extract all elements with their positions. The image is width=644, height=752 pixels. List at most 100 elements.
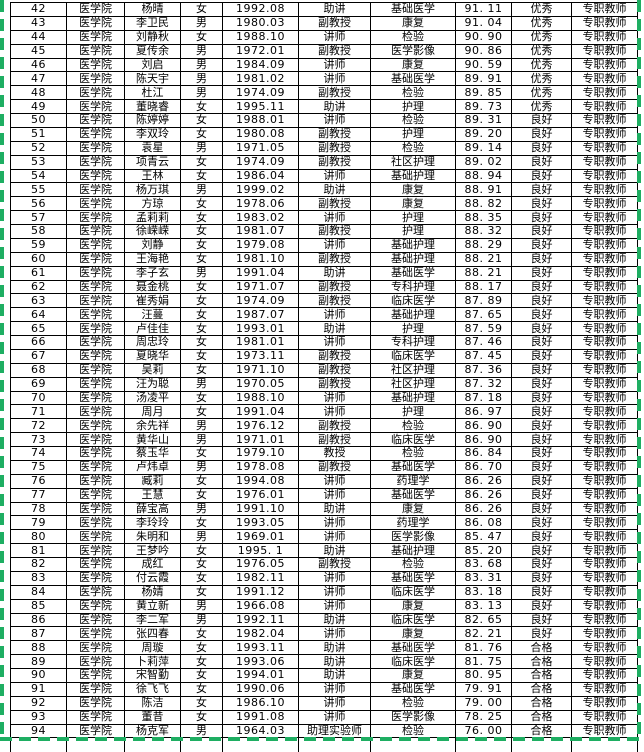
cell-name[interactable]: 杜江 xyxy=(124,85,181,101)
cell-gender[interactable]: 女 xyxy=(180,626,223,642)
cell-birth-date[interactable]: 1971.01 xyxy=(222,432,299,447)
cell-name[interactable]: 周忠玲 xyxy=(124,335,181,350)
cell-major[interactable]: 基础护理 xyxy=(370,168,456,184)
cell-grade[interactable]: 良好 xyxy=(511,168,572,184)
cell-grade[interactable]: 良好 xyxy=(511,279,572,295)
cell-empty-grade[interactable] xyxy=(511,737,572,752)
cell-grade[interactable]: 良好 xyxy=(511,487,572,503)
cell-name[interactable]: 宋智勤 xyxy=(124,668,181,683)
cell-major[interactable]: 检验 xyxy=(370,695,456,711)
cell-position[interactable]: 专职教师 xyxy=(571,570,638,586)
cell-row-number[interactable]: 77 xyxy=(10,487,67,503)
cell-name[interactable]: 刘静 xyxy=(124,237,181,253)
cell-college[interactable]: 医学院 xyxy=(66,43,125,59)
cell-row-number[interactable]: 53 xyxy=(10,154,67,170)
cell-empty-college[interactable] xyxy=(66,737,125,752)
cell-position[interactable]: 专职教师 xyxy=(571,251,638,267)
cell-score[interactable]: 83. 18 xyxy=(455,584,512,600)
cell-gender[interactable]: 女 xyxy=(180,390,223,406)
cell-major[interactable]: 检验 xyxy=(370,140,456,156)
cell-position[interactable]: 专职教师 xyxy=(571,709,638,725)
cell-major[interactable]: 基础医学 xyxy=(370,681,456,697)
cell-position[interactable]: 专职教师 xyxy=(571,612,638,628)
cell-score[interactable]: 91. 04 xyxy=(455,15,512,31)
cell-grade[interactable]: 优秀 xyxy=(511,85,572,101)
cell-title[interactable]: 讲师 xyxy=(298,681,371,697)
cell-major[interactable]: 社区护理 xyxy=(370,362,456,378)
cell-name[interactable]: 杨万琪 xyxy=(124,182,181,198)
cell-score[interactable]: 82. 21 xyxy=(455,626,512,642)
cell-gender[interactable]: 男 xyxy=(180,57,223,73)
cell-name[interactable]: 崔秀娟 xyxy=(124,293,181,309)
cell-row-number[interactable]: 57 xyxy=(10,210,67,225)
cell-row-number[interactable]: 46 xyxy=(10,57,67,73)
cell-gender[interactable]: 女 xyxy=(180,335,223,350)
cell-score[interactable]: 88. 94 xyxy=(455,168,512,184)
cell-empty-row-number[interactable] xyxy=(10,737,67,752)
cell-title[interactable]: 讲师 xyxy=(298,404,371,420)
cell-name[interactable]: 李玲玲 xyxy=(124,515,181,531)
cell-college[interactable]: 医学院 xyxy=(66,168,125,184)
cell-grade[interactable]: 优秀 xyxy=(511,71,572,87)
cell-title[interactable]: 讲师 xyxy=(298,29,371,45)
cell-gender[interactable]: 男 xyxy=(180,432,223,447)
cell-row-number[interactable]: 51 xyxy=(10,126,67,142)
cell-college[interactable]: 医学院 xyxy=(66,598,125,614)
cell-college[interactable]: 医学院 xyxy=(66,543,125,558)
cell-title[interactable]: 讲师 xyxy=(298,515,371,531)
cell-title[interactable]: 副教授 xyxy=(298,43,371,59)
cell-grade[interactable]: 良好 xyxy=(511,362,572,378)
cell-row-number[interactable]: 58 xyxy=(10,224,67,239)
cell-score[interactable]: 79. 91 xyxy=(455,681,512,697)
cell-grade[interactable]: 优秀 xyxy=(511,43,572,59)
cell-score[interactable]: 89. 14 xyxy=(455,140,512,156)
cell-grade[interactable]: 良好 xyxy=(511,501,572,517)
cell-grade[interactable]: 良好 xyxy=(511,612,572,628)
cell-college[interactable]: 医学院 xyxy=(66,723,125,739)
cell-college[interactable]: 医学院 xyxy=(66,196,125,212)
cell-gender[interactable]: 男 xyxy=(180,612,223,628)
cell-gender[interactable]: 女 xyxy=(180,557,223,572)
cell-position[interactable]: 专职教师 xyxy=(571,515,638,531)
cell-birth-date[interactable]: 1972.01 xyxy=(222,43,299,59)
cell-name[interactable]: 臧莉 xyxy=(124,473,181,489)
cell-birth-date[interactable]: 1982.04 xyxy=(222,626,299,642)
cell-name[interactable]: 卜莉萍 xyxy=(124,654,181,669)
cell-row-number[interactable]: 71 xyxy=(10,404,67,420)
cell-birth-date[interactable]: 1984.09 xyxy=(222,57,299,73)
cell-college[interactable]: 医学院 xyxy=(66,210,125,225)
cell-title[interactable]: 助讲 xyxy=(298,321,371,336)
cell-title[interactable]: 副教授 xyxy=(298,140,371,156)
cell-birth-date[interactable]: 1993.05 xyxy=(222,515,299,531)
cell-college[interactable]: 医学院 xyxy=(66,695,125,711)
cell-title[interactable]: 副教授 xyxy=(298,557,371,572)
cell-row-number[interactable]: 49 xyxy=(10,99,67,114)
cell-birth-date[interactable]: 1966.08 xyxy=(222,598,299,614)
cell-gender[interactable]: 女 xyxy=(180,279,223,295)
cell-position[interactable]: 专职教师 xyxy=(571,182,638,198)
cell-score[interactable]: 86. 26 xyxy=(455,487,512,503)
cell-name[interactable]: 周月 xyxy=(124,404,181,420)
cell-position[interactable]: 专职教师 xyxy=(571,432,638,447)
cell-row-number[interactable]: 60 xyxy=(10,251,67,267)
cell-empty-score[interactable] xyxy=(455,737,512,752)
cell-birth-date[interactable]: 1969.01 xyxy=(222,529,299,545)
cell-major[interactable]: 检验 xyxy=(370,446,456,461)
cell-college[interactable]: 医学院 xyxy=(66,459,125,475)
cell-college[interactable]: 医学院 xyxy=(66,584,125,600)
cell-major[interactable]: 临床医学 xyxy=(370,654,456,669)
cell-college[interactable]: 医学院 xyxy=(66,501,125,517)
cell-college[interactable]: 医学院 xyxy=(66,321,125,336)
cell-major[interactable]: 临床医学 xyxy=(370,293,456,309)
cell-title[interactable]: 讲师 xyxy=(298,113,371,128)
cell-gender[interactable]: 女 xyxy=(180,640,223,656)
cell-position[interactable]: 专职教师 xyxy=(571,681,638,697)
cell-grade[interactable]: 优秀 xyxy=(511,15,572,31)
cell-grade[interactable]: 合格 xyxy=(511,668,572,683)
cell-grade[interactable]: 良好 xyxy=(511,598,572,614)
cell-name[interactable]: 卢佳佳 xyxy=(124,321,181,336)
cell-title[interactable]: 讲师 xyxy=(298,390,371,406)
cell-birth-date[interactable]: 1981.02 xyxy=(222,71,299,87)
cell-major[interactable]: 基础医学 xyxy=(370,71,456,87)
cell-gender[interactable]: 男 xyxy=(180,43,223,59)
